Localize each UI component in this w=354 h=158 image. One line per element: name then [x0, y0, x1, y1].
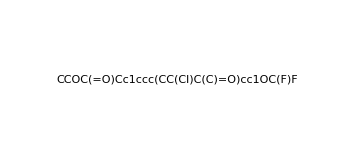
Text: CCOC(=O)Cc1ccc(CC(Cl)C(C)=O)cc1OC(F)F: CCOC(=O)Cc1ccc(CC(Cl)C(C)=O)cc1OC(F)F: [56, 74, 298, 84]
